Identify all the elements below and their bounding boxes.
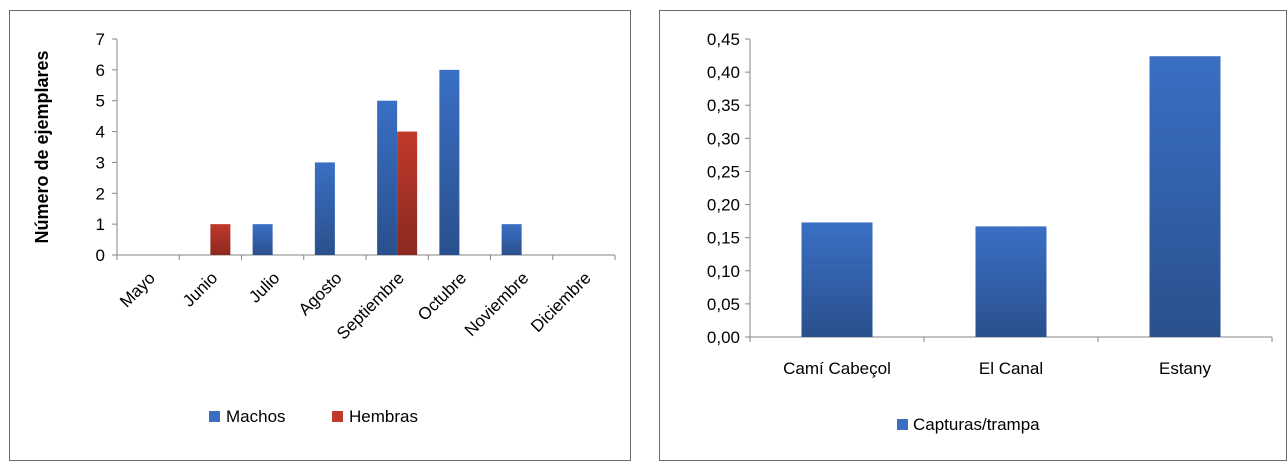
x-tick-label: Noviembre [461, 268, 533, 340]
x-tick-label: Mayo [116, 268, 159, 311]
legend-swatch-machos [209, 411, 220, 422]
y-tick-label: 0,05 [707, 295, 740, 314]
y-axis-title: Número de ejemplares [32, 50, 52, 243]
legend-label-machos: Machos [226, 407, 286, 426]
y-tick-label: 0,25 [707, 162, 740, 181]
legend-swatch-hembras [332, 411, 343, 422]
x-tick-label: Agosto [295, 268, 346, 319]
x-tick-label: Estany [1159, 359, 1211, 378]
x-tick-label: Julio [245, 268, 283, 306]
x-tick-label: Diciembre [527, 268, 595, 336]
bar-el-canal [975, 226, 1047, 337]
y-tick-label: 0,30 [707, 129, 740, 148]
sites-bar-chart: 0,00 0,05 0,10 0,15 0,20 0,25 0,30 0,35 0,40 0,45… [707, 30, 1273, 434]
y-tick-label: 3 [96, 153, 105, 172]
y-tick-label: 0,35 [707, 96, 740, 115]
bar-machos-noviembre [501, 224, 522, 255]
bar-cam-cabe-ol [801, 222, 873, 337]
y-tick-label: 6 [96, 61, 105, 80]
chart-panel-sites: 0,00 0,05 0,10 0,15 0,20 0,25 0,30 0,35 0,40 0,45… [659, 10, 1287, 461]
x-tick-label: Septiembre [333, 268, 408, 343]
bar-hembras-septiembre [397, 131, 418, 255]
monthly-bar-chart: 0 1 2 3 4 5 6 7 Número de ejemplares Mayo Junio Jul… [32, 30, 616, 426]
y-tick-label: 0,15 [707, 229, 740, 248]
y-tick-label: 0,20 [707, 196, 740, 215]
chart-panel-monthly: 0 1 2 3 4 5 6 7 Número de ejemplares Mayo Junio Jul… [9, 10, 631, 461]
bar-hembras-junio [210, 224, 231, 255]
bar-machos-septiembre [377, 100, 398, 255]
y-tick-label: 5 [96, 92, 105, 111]
y-tick-label: 7 [96, 30, 105, 49]
bar-machos-agosto [314, 162, 335, 255]
y-tick-label: 0 [96, 246, 105, 265]
x-tick-label: Octubre [414, 268, 470, 324]
x-tick-label: El Canal [979, 359, 1043, 378]
y-tick-label: 0,45 [707, 30, 740, 49]
y-tick-label: 0,40 [707, 63, 740, 82]
y-tick-label: 4 [96, 123, 105, 142]
legend-swatch-capturas [897, 419, 908, 430]
bar-estany [1149, 56, 1221, 338]
y-tick-label: 1 [96, 215, 105, 234]
bar-machos-octubre [439, 69, 460, 255]
y-tick-label: 2 [96, 184, 105, 203]
x-tick-label: Camí Cabeçol [783, 359, 891, 378]
y-tick-label: 0,00 [707, 328, 740, 347]
x-tick-label: Junio [179, 268, 221, 310]
bar-machos-julio [252, 224, 273, 255]
legend-label-hembras: Hembras [349, 407, 418, 426]
y-tick-label: 0,10 [707, 262, 740, 281]
legend-label-capturas: Capturas/trampa [913, 415, 1040, 434]
